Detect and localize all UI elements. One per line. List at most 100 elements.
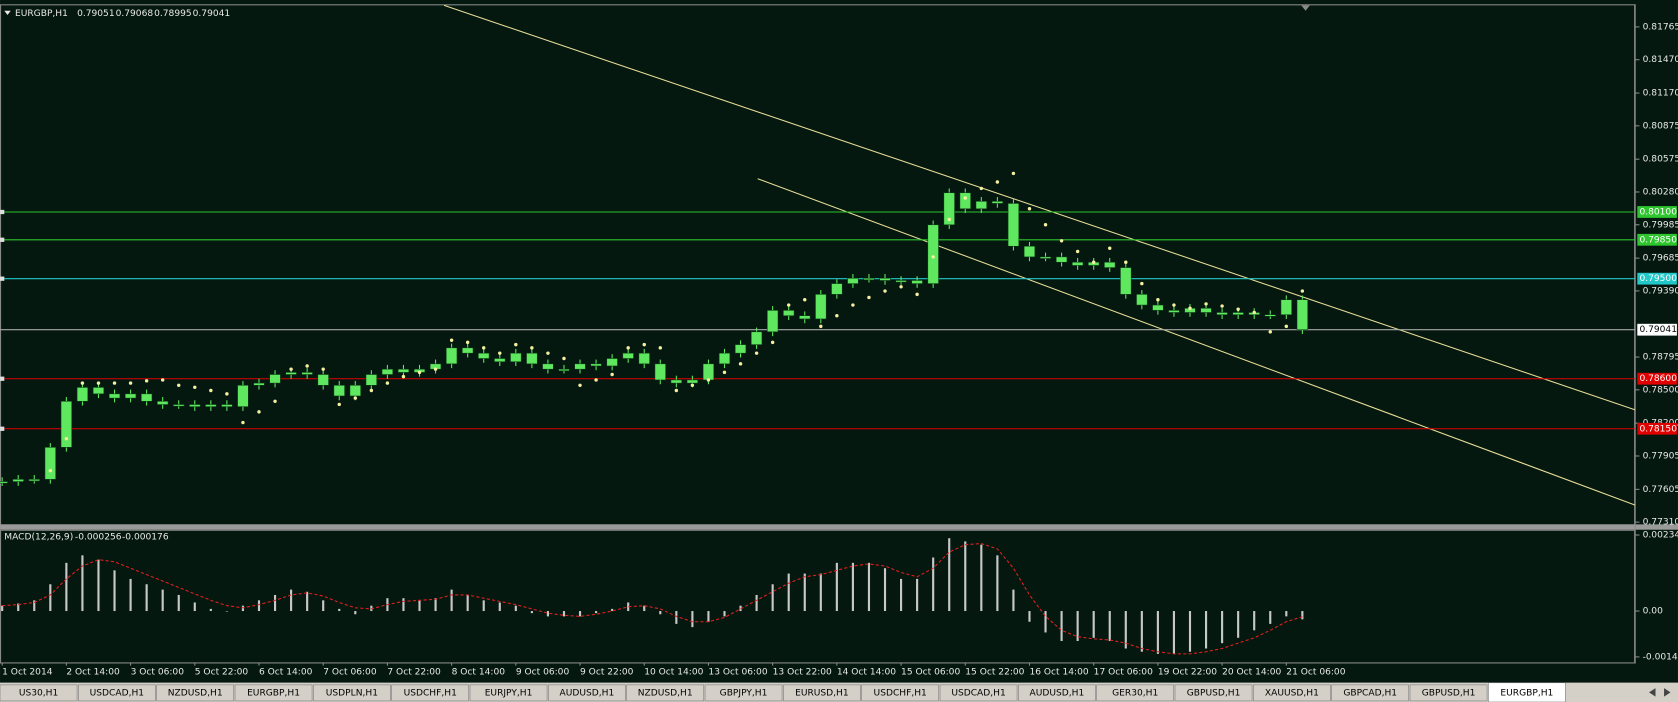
symbol: EURGBP,H1 [15,9,68,19]
tab[interactable]: USDCHF,H1 [391,684,470,702]
candle [285,372,297,375]
candle [205,404,217,407]
candle [911,280,923,284]
tab[interactable]: NZDUSD,H1 [626,684,705,702]
tab[interactable]: GER30,H1 [1096,684,1175,702]
macd-bar [932,557,935,612]
tab-scroll[interactable] [1649,688,1671,697]
psar-dot [385,381,390,385]
tab[interactable]: NZDUSD,H1 [156,684,235,702]
tab[interactable]: USDPLN,H1 [313,684,391,702]
tab[interactable]: GBPJPY,H1 [704,684,783,702]
candle [1216,312,1228,315]
candle [815,294,827,320]
tab[interactable]: AUDUSD,H1 [1018,684,1096,702]
tab-background [783,684,861,702]
tab[interactable]: EURJPY,H1 [469,684,548,702]
candle [670,379,682,384]
candle [718,352,731,365]
x-tick-label: 13 Oct 06:00 [708,668,767,678]
candle [654,363,666,381]
macd-bar [1092,611,1095,638]
tab[interactable]: GBPUSD,H1 [1174,684,1253,702]
psar-dot [899,285,903,289]
macd-bar [129,578,132,612]
candle [124,393,137,399]
tab-label: EURJPY,H1 [485,688,533,698]
macd-bar [466,594,469,612]
tab-background [1488,682,1566,702]
tab[interactable]: USDCAD,H1 [78,684,156,702]
macd-bar [338,608,341,612]
psar-dot [754,351,759,355]
trend-line [443,4,1636,411]
x-tick-label: 7 Oct 22:00 [387,668,441,678]
trend-line [757,178,1636,506]
macd-bar [306,591,309,612]
tab-label: USDPLN,H1 [326,688,378,698]
ohlc-open: 0.79051 [77,9,115,19]
x-tick-label: 9 Oct 22:00 [580,668,634,678]
tab[interactable]: US30,H1 [0,684,78,702]
macd-bar [948,538,951,612]
candle [157,401,169,405]
macd-bar [113,570,116,612]
candle [494,358,506,362]
candle [927,224,939,284]
x-tick-label: 3 Oct 06:00 [131,668,185,678]
tab-label: GBPJPY,H1 [720,688,768,698]
macd-bar [1108,611,1111,642]
macd-bar [883,568,887,612]
macd-bar [1028,611,1031,622]
candle [237,385,249,407]
macd-bar [1237,611,1240,638]
tab-label: EURGBP,H1 [1500,688,1553,698]
tab[interactable]: EURUSD,H1 [783,684,861,702]
candle [1055,256,1068,263]
level-label-box [1637,206,1677,218]
tab[interactable]: GBPUSD,H1 [1409,684,1488,702]
ohlc-close: 0.79041 [193,9,231,19]
tab[interactable]: USDCHF,H1 [861,684,940,702]
y-tick-label: 0.80280 [1643,187,1678,197]
x-tick-label: 1 Oct 2014 [2,668,53,678]
macd-bar [145,584,148,612]
macd-bar [964,541,967,612]
tab[interactable]: GBPCAD,H1 [1331,684,1410,702]
psar-dot [401,374,406,379]
macd-bar [803,573,806,612]
macd-bar [691,611,694,628]
psar-dot [177,383,181,388]
level-handle [0,426,5,431]
x-tick-label: 15 Oct 06:00 [901,668,960,678]
x-tick-label: 15 Oct 22:00 [965,668,1024,678]
macd-bar [1076,611,1079,642]
candle [462,347,474,354]
psar-dot [722,370,727,375]
macd-bar [916,578,919,612]
macd-bar [996,555,999,612]
candle [478,352,490,359]
psar-dot [642,342,646,347]
candle [381,368,394,375]
tab-label: GBPUSD,H1 [1187,688,1241,698]
psar-dot [1124,260,1128,264]
menu-arrow[interactable] [4,10,11,15]
tab[interactable]: EURGBP,H1 [234,684,313,702]
candle [750,331,763,345]
psar-dot [947,217,951,222]
psar-dot [465,340,470,345]
tab[interactable]: XAUUSD,H1 [1253,684,1331,702]
candle [895,280,907,283]
tab-label: USDCHF,H1 [404,688,457,698]
level-handle [0,237,5,242]
tab-label: XAUUSD,H1 [1265,688,1319,698]
psar-dot [353,396,358,400]
candle [317,374,329,386]
tab[interactable]: AUDUSD,H1 [548,684,626,702]
psar-dot [1011,171,1016,176]
candle [333,385,345,397]
tab[interactable]: EURGBP,H1 [1488,682,1566,702]
psar-dot [209,388,213,393]
tab[interactable]: USDCAD,H1 [939,684,1018,702]
